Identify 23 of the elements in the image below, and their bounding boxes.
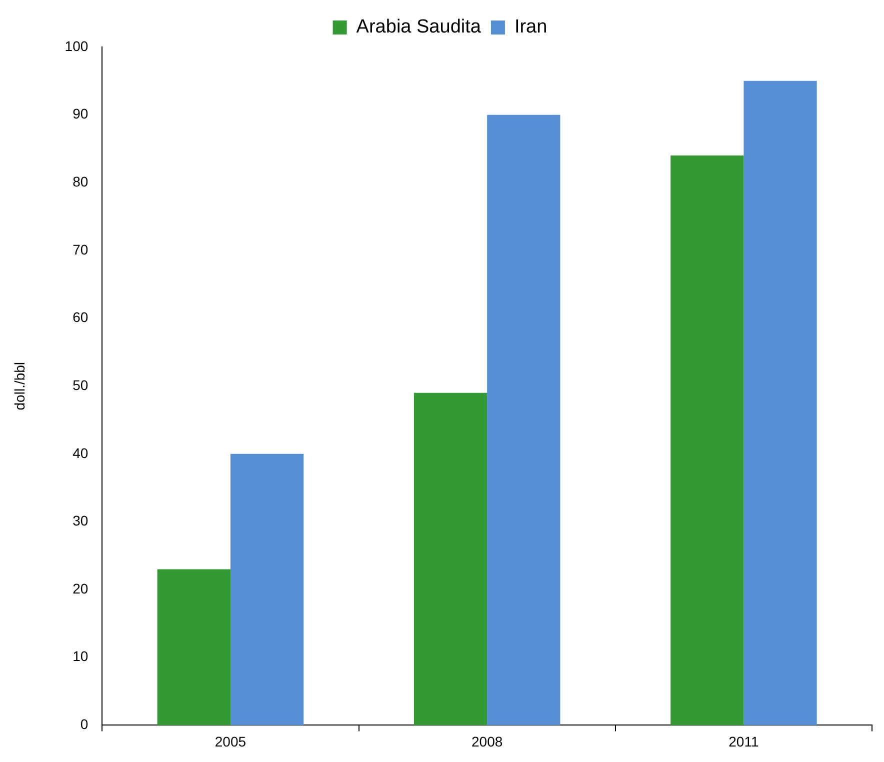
- y-tick-label: 30: [72, 512, 88, 529]
- y-tick-label: 100: [64, 38, 88, 54]
- y-tick-label: 50: [72, 376, 88, 393]
- x-tick-label: 2011: [728, 733, 759, 750]
- y-tick-label: 90: [72, 106, 88, 122]
- bar: [414, 392, 488, 726]
- bar: [670, 156, 744, 726]
- legend-label: Iran: [514, 16, 548, 38]
- bar: [157, 569, 230, 726]
- bar: [744, 80, 817, 726]
- y-tick-label: 20: [72, 580, 88, 596]
- y-tick-label: 0: [80, 716, 88, 732]
- legend-label: Arabia Saudita: [356, 16, 482, 38]
- bar: [230, 454, 304, 726]
- y-tick-label: 70: [72, 241, 88, 258]
- y-tick-label: 80: [72, 174, 88, 190]
- y-tick-label: 10: [72, 648, 88, 664]
- x-tick-label: 2005: [214, 733, 246, 750]
- bar: [487, 114, 560, 726]
- y-tick-label: 40: [72, 444, 88, 461]
- y-axis-title: doll./bbl: [11, 362, 28, 410]
- x-tick-label: 2008: [472, 733, 503, 750]
- y-tick-label: 60: [72, 309, 88, 326]
